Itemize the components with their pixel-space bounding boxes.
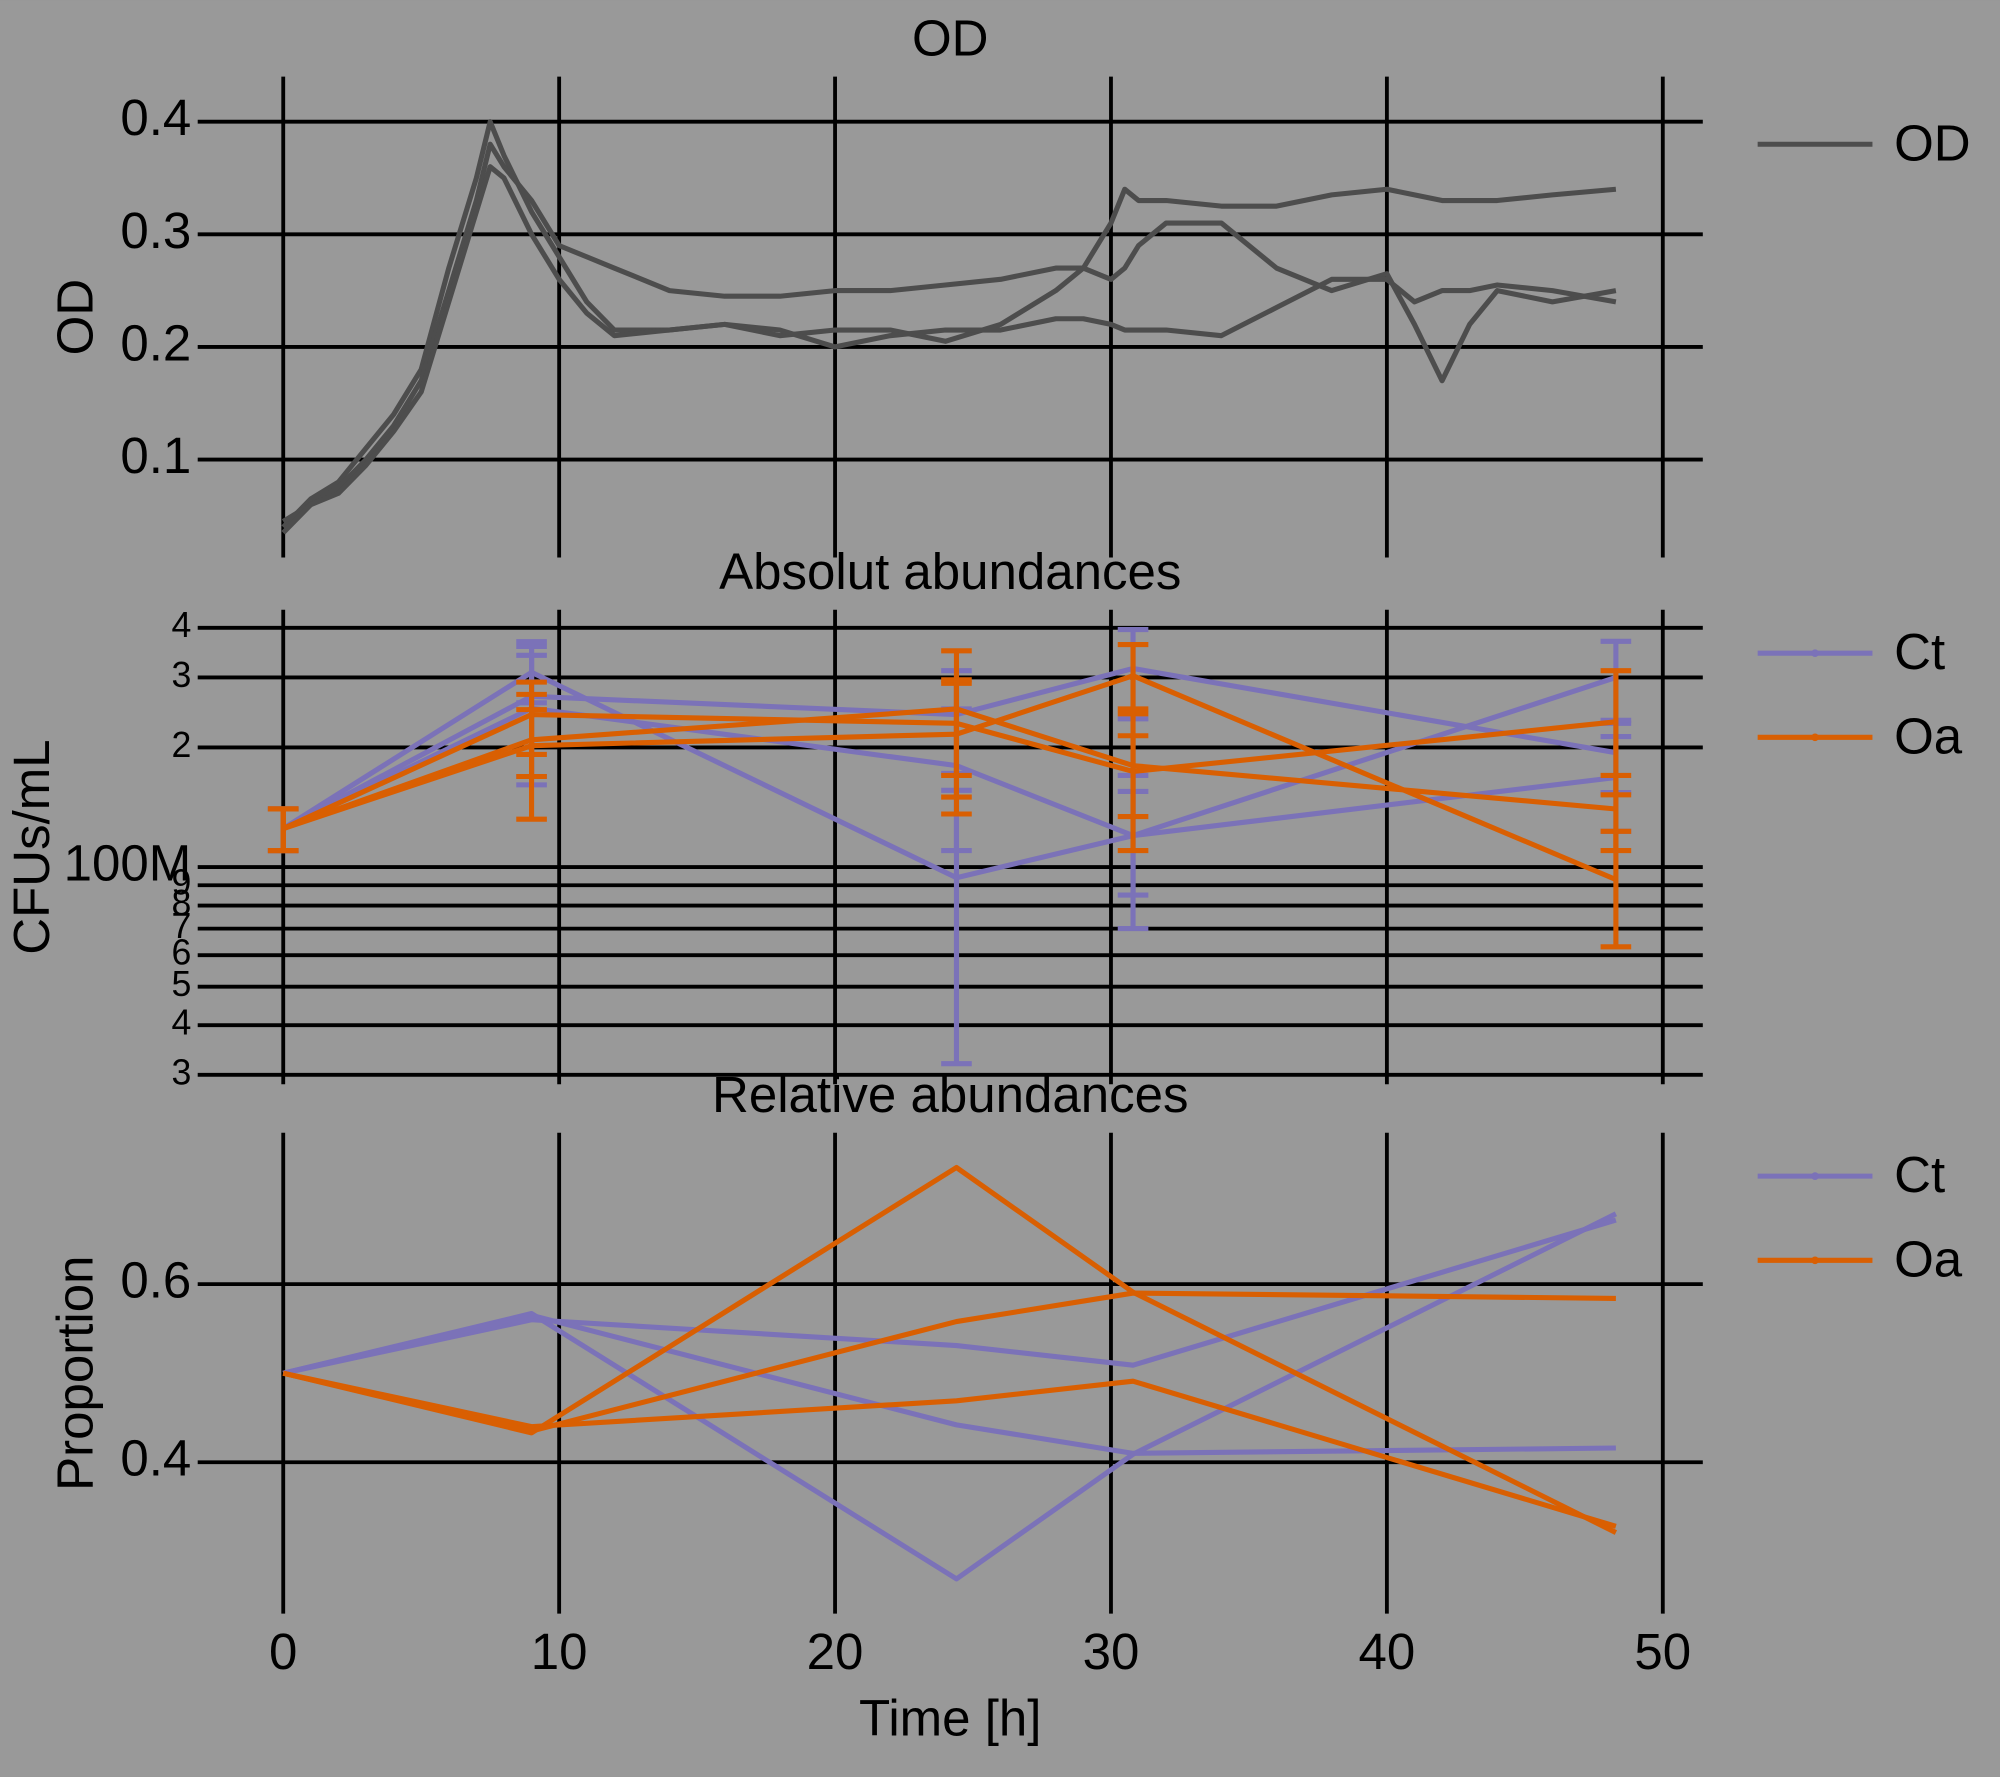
x-tick-label: 20	[807, 1623, 864, 1680]
error-bar	[941, 648, 972, 800]
y-tick-label: 0.4	[120, 89, 191, 146]
error-bar	[267, 806, 299, 854]
legend-marker	[1811, 1256, 1819, 1265]
legend-label: Oa	[1894, 1230, 1963, 1287]
chart-title: Absolut abundances	[719, 543, 1181, 600]
y-tick-label: 100M	[64, 835, 192, 892]
legend-label: OD	[1894, 114, 1971, 171]
y-tick-label: 0.4	[120, 1430, 191, 1487]
x-tick-label: 50	[1634, 1623, 1691, 1680]
legend-label: Ct	[1894, 1146, 1945, 1203]
legend-label: Oa	[1894, 707, 1963, 764]
y-tick-label: 3	[171, 1052, 191, 1092]
y-tick-label: 2	[171, 725, 191, 765]
data-line	[281, 141, 1617, 524]
x-tick-label: 0	[269, 1623, 297, 1680]
legend-label: Ct	[1894, 623, 1945, 680]
data-line	[281, 119, 1617, 529]
data-line	[282, 1370, 1617, 1529]
x-tick-label: 10	[531, 1623, 588, 1680]
legend-marker	[1811, 1172, 1819, 1180]
y-tick-label: 6	[171, 933, 191, 973]
chart-title: OD	[912, 10, 989, 67]
data-line	[281, 164, 1617, 535]
y-tick-label: 3	[171, 655, 191, 695]
error-bar	[1117, 706, 1149, 854]
y-axis-label: Proportion	[47, 1256, 104, 1491]
y-tick-label: 4	[171, 1003, 191, 1043]
y-tick-label: 7	[171, 906, 191, 946]
y-tick-label: 9	[171, 863, 191, 903]
y-tick-label: 5	[171, 964, 191, 1004]
y-axis-label: OD	[47, 279, 104, 356]
x-tick-label: 40	[1359, 1623, 1416, 1680]
y-tick-label: 0.1	[120, 427, 191, 484]
y-tick-label: 0.6	[120, 1252, 191, 1309]
chart-title: Relative abundances	[712, 1066, 1188, 1123]
data-line	[282, 1217, 1617, 1376]
y-tick-label: 0.2	[120, 314, 191, 371]
x-tick-label: 30	[1083, 1623, 1140, 1680]
data-line	[282, 1290, 1616, 1434]
legend-marker	[1811, 649, 1819, 657]
legend-marker	[1811, 733, 1819, 742]
data-line	[282, 1312, 1616, 1456]
y-axis-label: CFUs/mL	[3, 739, 60, 954]
y-tick-label: 0.3	[120, 202, 191, 259]
error-bar	[1600, 772, 1632, 854]
x-axis-label: Time [h]	[859, 1690, 1041, 1747]
y-tick-label: 8	[171, 883, 191, 923]
error-bar	[516, 707, 547, 780]
y-tick-label: 4	[171, 605, 191, 645]
